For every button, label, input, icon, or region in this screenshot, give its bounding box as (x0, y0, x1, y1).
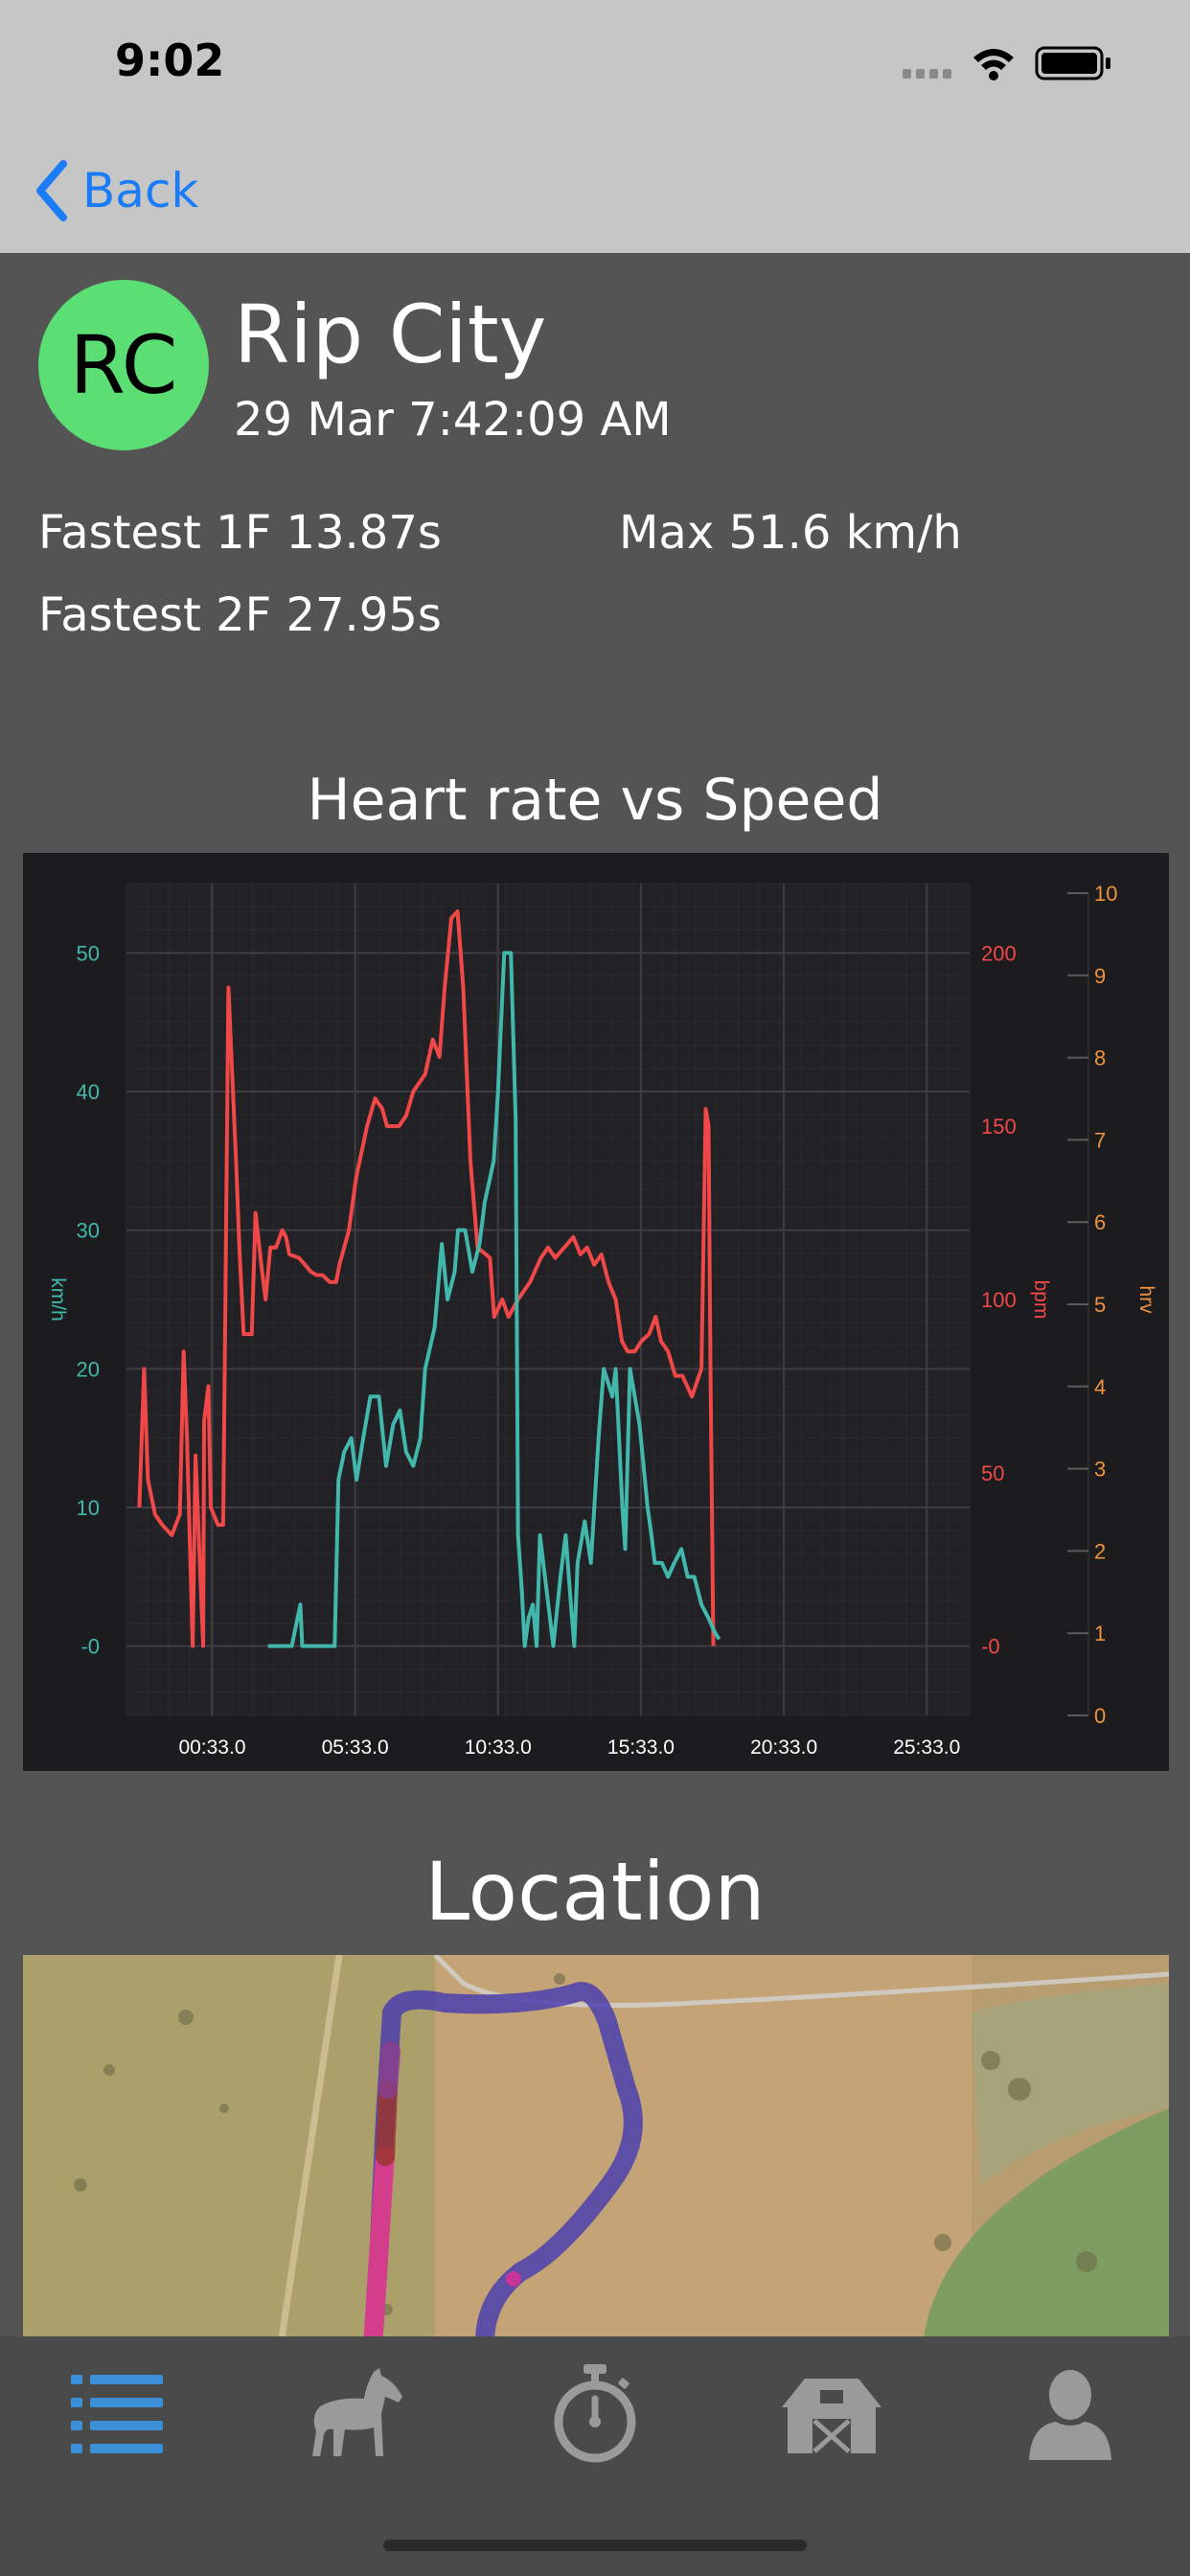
chart-svg: 00:33.0 05:33.0 10:33.0 15:33.0 20:33.0 25:33… (47, 882, 1157, 1759)
navigation-bar: Back (0, 126, 1190, 253)
y-tick-label-bpm: -0 (981, 1635, 1000, 1659)
map-view (23, 1955, 1169, 2338)
y-tick-label-speed: 40 (77, 1080, 100, 1104)
x-tick-label: 05:33.0 (322, 1736, 389, 1759)
y-tick-label-speed: 20 (77, 1357, 100, 1381)
x-tick-label: 00:33.0 (178, 1736, 245, 1759)
x-tick-label: 25:33.0 (893, 1736, 960, 1759)
stopwatch-icon (554, 2364, 636, 2463)
tab-profile[interactable] (1013, 2361, 1128, 2467)
y-tick-label-hrv: 7 (1094, 1128, 1106, 1152)
y-tick-label-hrv: 10 (1094, 882, 1117, 906)
y-tick-label-hrv: 6 (1094, 1210, 1106, 1234)
y-axis-label-speed: km/h (47, 1277, 69, 1322)
tab-bar (0, 2336, 1190, 2576)
y-tick-label-hrv: 5 (1094, 1293, 1106, 1317)
home-indicator (383, 2540, 807, 2551)
tab-stable[interactable] (774, 2361, 889, 2467)
tab-list[interactable] (59, 2361, 174, 2467)
x-tick-label: 20:33.0 (750, 1736, 817, 1759)
fastest-2f-stat: Fastest 2F 27.95s (38, 588, 442, 642)
back-button[interactable]: Back (34, 157, 198, 224)
y-axis-label-bpm: bpm (1030, 1280, 1052, 1320)
back-label: Back (82, 163, 199, 218)
heart-rate-line (137, 908, 716, 1648)
avatar: RC (38, 280, 209, 450)
wifi-icon (973, 49, 1014, 80)
y-tick-label-hrv: 1 (1094, 1622, 1106, 1645)
y-tick-label-speed: 50 (77, 941, 100, 965)
y-tick-label-bpm: 200 (981, 941, 1017, 965)
x-tick-label: 10:33.0 (465, 1736, 532, 1759)
x-tick-label: 15:33.0 (607, 1736, 675, 1759)
avatar-initials: RC (69, 318, 178, 412)
status-icons (903, 44, 1133, 86)
y-tick-label-bpm: 150 (981, 1115, 1017, 1138)
y-axis-label-hrv: hrv (1135, 1285, 1157, 1314)
y-tick-label-hrv: 2 (1094, 1539, 1106, 1563)
y-tick-label-bpm: 50 (981, 1461, 1004, 1485)
location-title: Location (424, 1845, 766, 1939)
tab-horses[interactable] (299, 2361, 414, 2467)
person-icon (1029, 2370, 1111, 2460)
y-tick-label-speed: 30 (77, 1219, 100, 1243)
stable-icon (782, 2379, 881, 2453)
status-time: 9:02 (115, 34, 225, 86)
chart-title: Heart rate vs Speed (307, 767, 883, 834)
y-tick-label-hrv: 8 (1094, 1046, 1106, 1070)
speed-line (267, 951, 721, 1648)
cellular-signal-icon (903, 69, 951, 79)
location-map[interactable] (23, 1955, 1169, 2338)
max-speed-stat: Max 51.6 km/h (619, 506, 962, 560)
fastest-1f-stat: Fastest 1F 13.87s (38, 506, 442, 560)
y-tick-label-hrv: 4 (1094, 1375, 1106, 1399)
y-tick-label-hrv: 9 (1094, 964, 1106, 988)
heart-rate-speed-chart: 00:33.0 05:33.0 10:33.0 15:33.0 20:33.0 25:33… (23, 853, 1169, 1771)
y-tick-label-hrv: 3 (1094, 1458, 1106, 1482)
status-bar: 9:02 (0, 0, 1190, 126)
y-tick-label-bpm: 100 (981, 1288, 1017, 1312)
tab-stopwatch[interactable] (538, 2361, 652, 2467)
session-time: 29 Mar 7:42:09 AM (234, 393, 672, 447)
horse-icon (312, 2368, 402, 2456)
y-tick-label-speed: 10 (77, 1496, 100, 1520)
y-tick-label-hrv: 0 (1094, 1704, 1106, 1728)
horse-name: Rip City (234, 288, 547, 381)
chevron-left-icon (36, 160, 67, 221)
list-icon (71, 2375, 163, 2453)
battery-icon (1035, 46, 1110, 80)
y-tick-label-speed: -0 (80, 1635, 100, 1659)
